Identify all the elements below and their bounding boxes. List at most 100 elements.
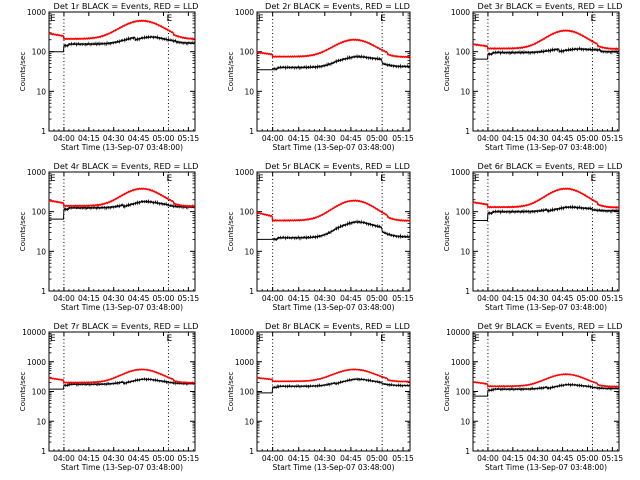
x-tick-label: 04:15	[502, 294, 524, 303]
e-marker-left: E	[258, 334, 264, 344]
y-tick-label: 1	[41, 127, 46, 136]
series-events-black	[257, 53, 411, 72]
chart-title: Det 2r BLACK = Events, RED = LLD	[265, 1, 410, 11]
axes-frame	[472, 11, 620, 132]
x-tick-label: 04:30	[314, 454, 336, 463]
chart-title: Det 8r BLACK = Events, RED = LLD	[265, 321, 410, 331]
x-tick-label: 04:30	[527, 454, 549, 463]
y-tick-label: 10	[36, 247, 46, 256]
series-lld-red	[48, 368, 196, 385]
y-axis-label: Counts/sec	[18, 372, 27, 412]
x-axis-label: Start Time (13-Sep-07 03:48:00)	[61, 303, 183, 312]
e-marker-right: E	[166, 334, 172, 344]
x-tick-label: 05:00	[366, 454, 388, 463]
x-tick-label: 04:15	[502, 454, 524, 463]
e-marker-right: E	[590, 174, 596, 184]
panel-det-8r: Det 8r BLACK = Events, RED = LLD 1 10 100 10…	[226, 321, 414, 472]
e-marker-right: E	[166, 174, 172, 184]
panel-det-3r: Det 3r BLACK = Events, RED = LLD 1 10 100 10…	[442, 1, 623, 152]
x-tick-label: 04:15	[78, 294, 100, 303]
x-tick-label: 05:15	[392, 294, 414, 303]
e-marker-right: E	[166, 14, 172, 24]
series-events-black	[257, 219, 411, 242]
x-axis-label: Start Time (13-Sep-07 03:48:00)	[485, 303, 607, 312]
e-marker-left: E	[474, 174, 480, 184]
e-marker-right: E	[380, 14, 386, 24]
y-axis-label: Counts/sec	[226, 52, 235, 92]
x-tick-label: 05:15	[178, 454, 200, 463]
y-tick-label: 1	[41, 447, 46, 456]
y-tick-label: 1000	[451, 168, 470, 177]
chart-title: Det 5r BLACK = Events, RED = LLD	[265, 161, 410, 171]
x-tick-label: 04:30	[103, 294, 125, 303]
series-lld-red	[256, 199, 411, 223]
panel-det-6r: Det 6r BLACK = Events, RED = LLD 1 10 100 10…	[442, 161, 623, 312]
x-tick-label: 04:15	[78, 134, 100, 143]
chart-title: Det 9r BLACK = Events, RED = LLD	[478, 321, 623, 331]
x-tick-label: 05:00	[366, 294, 388, 303]
x-axis-label: Start Time (13-Sep-07 03:48:00)	[485, 143, 607, 152]
panel-det-1r: Det 1r BLACK = Events, RED = LLD 1 10 100 10…	[18, 1, 199, 152]
x-tick-label: 04:45	[552, 294, 574, 303]
x-tick-label: 04:00	[53, 134, 75, 143]
x-tick-label: 04:30	[527, 134, 549, 143]
y-axis-label: Counts/sec	[226, 212, 235, 252]
y-tick-label: 1	[465, 287, 470, 296]
y-tick-label: 1000	[27, 8, 46, 17]
x-tick-label: 05:00	[366, 134, 388, 143]
y-tick-label: 1000	[451, 8, 470, 17]
chart-title: Det 4r BLACK = Events, RED = LLD	[54, 161, 199, 171]
y-tick-label: 100	[240, 48, 255, 57]
y-tick-label: 1	[41, 287, 46, 296]
x-tick-label: 05:15	[392, 134, 414, 143]
x-tick-label: 04:30	[103, 454, 125, 463]
x-tick-label: 04:00	[477, 294, 499, 303]
series-lld-red	[256, 368, 411, 383]
y-tick-label: 1000	[27, 168, 46, 177]
y-axis-label: Counts/sec	[442, 52, 451, 92]
x-tick-label: 05:15	[602, 454, 624, 463]
e-marker-left: E	[474, 14, 480, 24]
axes-frame	[48, 11, 196, 132]
x-tick-label: 05:15	[178, 134, 200, 143]
x-tick-label: 04:00	[477, 454, 499, 463]
series-events-black	[49, 198, 196, 220]
y-tick-label: 1	[249, 447, 254, 456]
panel-det-9r: Det 9r BLACK = Events, RED = LLD 1 10 100 10…	[442, 321, 623, 472]
x-tick-label: 05:00	[577, 454, 599, 463]
x-tick-label: 05:00	[153, 294, 175, 303]
chart-title: Det 7r BLACK = Events, RED = LLD	[54, 321, 199, 331]
y-axis-label: Counts/sec	[18, 212, 27, 252]
x-tick-label: 04:30	[103, 134, 125, 143]
x-tick-label: 04:45	[340, 294, 362, 303]
y-tick-label: 10	[460, 417, 470, 426]
chart-title: Det 1r BLACK = Events, RED = LLD	[54, 1, 199, 11]
y-tick-label: 10	[460, 247, 470, 256]
chart-title: Det 6r BLACK = Events, RED = LLD	[478, 161, 623, 171]
y-tick-label: 1000	[235, 168, 254, 177]
series-events-black	[473, 204, 620, 221]
y-tick-label: 10	[36, 417, 46, 426]
x-tick-label: 04:30	[527, 294, 549, 303]
x-tick-label: 04:00	[53, 454, 75, 463]
e-marker-right: E	[380, 334, 386, 344]
y-tick-label: 1000	[235, 358, 254, 367]
x-tick-label: 04:45	[552, 134, 574, 143]
x-tick-label: 04:15	[288, 134, 310, 143]
series-lld-red	[472, 29, 620, 51]
panel-det-7r: Det 7r BLACK = Events, RED = LLD 1 10 100 10…	[18, 321, 199, 472]
y-axis-label: Counts/sec	[442, 212, 451, 252]
y-tick-label: 100	[456, 388, 471, 397]
panel-det-4r: Det 4r BLACK = Events, RED = LLD 1 10 100 10…	[18, 161, 199, 312]
series-lld-red	[48, 19, 196, 42]
y-tick-label: 100	[32, 208, 47, 217]
y-tick-label: 1000	[451, 358, 470, 367]
y-axis-label: Counts/sec	[18, 52, 27, 92]
x-axis-label: Start Time (13-Sep-07 03:48:00)	[61, 143, 183, 152]
y-tick-label: 10	[244, 417, 254, 426]
y-tick-label: 10	[244, 87, 254, 96]
y-axis-label: Counts/sec	[226, 372, 235, 412]
x-tick-label: 04:45	[128, 454, 150, 463]
x-tick-label: 04:00	[262, 294, 284, 303]
y-tick-label: 1	[249, 127, 254, 136]
